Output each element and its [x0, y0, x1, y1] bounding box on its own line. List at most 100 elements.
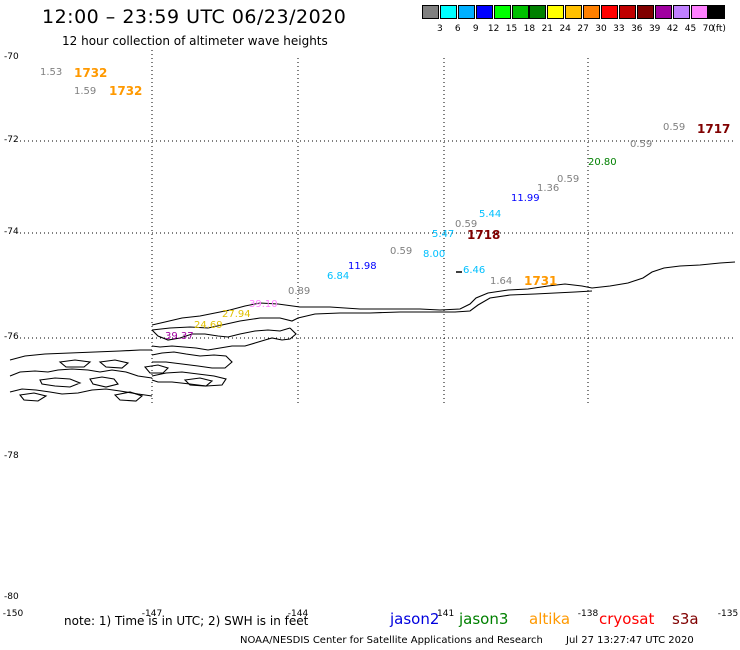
lon-label: -147 — [141, 609, 163, 619]
legend-label: 6 — [454, 24, 461, 34]
coastline — [9, 261, 736, 402]
island — [143, 364, 170, 374]
wave-height-label: 39.10 — [249, 299, 278, 310]
legend-swatch — [601, 5, 618, 19]
wave-height-label: 11.99 — [511, 193, 540, 204]
footer-note: note: 1) Time is in UTC; 2) SWH is in fe… — [64, 614, 309, 628]
lon-label: -141 — [433, 609, 455, 619]
lat-label: -78 — [4, 451, 19, 461]
legend-label: (ft) — [712, 24, 726, 34]
legend-label: 18 — [523, 24, 536, 34]
time-label: 1731 — [524, 274, 558, 288]
wave-height-label: 11.98 — [348, 261, 377, 272]
island — [58, 359, 92, 368]
ice-shelf-edge — [151, 261, 736, 326]
wave-height-label: 0.59 — [390, 246, 413, 257]
lat-label: -72 — [4, 135, 19, 145]
legend-swatch — [583, 5, 601, 19]
wave-height-label: 39.37 — [165, 331, 194, 342]
wave-height-label: 1.64 — [490, 276, 513, 287]
island — [183, 377, 214, 387]
wave-height-label: 1.59 — [74, 86, 97, 97]
wave-height-label: 0.59 — [663, 122, 686, 133]
legend-label: 45 — [684, 24, 697, 34]
coastline-segment — [151, 327, 291, 341]
legend-label: 15 — [505, 24, 518, 34]
island — [151, 351, 233, 369]
wave-height-label: 0.59 — [455, 219, 478, 230]
island — [98, 359, 130, 369]
legend-label: 30 — [595, 24, 607, 34]
wave-height-label: 1.53 — [40, 67, 63, 78]
wave-height-label: 6.46 — [463, 265, 486, 276]
island — [89, 376, 119, 388]
credit-line: NOAA/NESDIS Center for Satellite Applica… — [240, 635, 543, 646]
legend-swatch — [636, 5, 654, 19]
lat-label: -76 — [4, 332, 19, 342]
island — [151, 371, 227, 387]
time-label: 1718 — [467, 228, 501, 242]
wave-height-label: 27.94 — [222, 309, 251, 320]
legend-swatch — [422, 5, 439, 19]
legend-swatch — [708, 5, 726, 19]
legend-swatch — [565, 5, 583, 19]
time-label: 1732 — [74, 66, 108, 80]
wave-height-label: 24.69 — [194, 320, 223, 331]
legend-swatch — [618, 5, 636, 19]
wave-height-label: 6.84 — [327, 271, 350, 282]
wave-height-label: 20.80 — [588, 157, 617, 168]
lon-label: -144 — [287, 609, 309, 619]
wave-height-label: 0.59 — [630, 139, 653, 150]
legend-swatch — [457, 5, 475, 19]
mission-jason3: jason3 — [459, 610, 509, 628]
island — [39, 377, 82, 388]
island — [18, 392, 48, 402]
wave-height-label: 0.89 — [288, 286, 311, 297]
map-title: 12:00 – 23:59 UTC 06/23/2020 — [42, 6, 347, 28]
map-subtitle: 12 hour collection of altimeter wave hei… — [62, 34, 328, 48]
mission-jason2: jason2 — [390, 610, 440, 628]
lat-label: -74 — [4, 227, 19, 237]
legend-swatch — [529, 5, 547, 19]
wave-height-label: 1.36 — [537, 183, 560, 194]
time-label: 1732 — [109, 84, 143, 98]
mission-cryosat: cryosat — [599, 610, 655, 628]
mission-s3a: s3a — [672, 610, 699, 628]
wave-height-label: 5.47 — [432, 229, 455, 240]
graticule — [20, 50, 735, 405]
legend-swatch — [475, 5, 493, 19]
legend-label: 33 — [613, 24, 625, 34]
lon-label: -150 — [2, 609, 24, 619]
lat-label: -70 — [4, 52, 19, 62]
legend-label: 9 — [472, 24, 479, 34]
mission-altika: altika — [529, 610, 571, 628]
legend-swatch — [547, 5, 565, 19]
legend-label: 3 — [437, 24, 443, 34]
wave-height-label: 8.00 — [423, 249, 446, 260]
island — [113, 391, 144, 402]
legend-label: 39 — [648, 24, 661, 34]
wave-height-label: 5.44 — [479, 209, 502, 220]
legend-label: 24 — [559, 24, 571, 34]
legend-swatch — [493, 5, 511, 19]
generated-timestamp: Jul 27 13:27:47 UTC 2020 — [566, 635, 694, 646]
lon-label: -135 — [717, 609, 739, 619]
legend-swatch — [672, 5, 690, 19]
legend-swatch — [654, 5, 672, 19]
legend-label: 27 — [577, 24, 589, 34]
legend-swatch — [439, 5, 457, 19]
lon-label: -138 — [577, 609, 599, 619]
legend-label: 12 — [487, 24, 500, 34]
legend-label: 36 — [631, 24, 643, 34]
legend-label: 70 — [702, 24, 715, 34]
legend-swatch — [690, 5, 708, 19]
island — [9, 388, 153, 397]
legend-label: 42 — [666, 24, 679, 34]
island — [9, 349, 152, 361]
island — [9, 368, 153, 379]
lat-label: -80 — [4, 592, 19, 602]
coast-inner — [151, 290, 593, 331]
legend-label: 21 — [541, 24, 554, 34]
wave-height-label: 0.59 — [557, 174, 580, 185]
